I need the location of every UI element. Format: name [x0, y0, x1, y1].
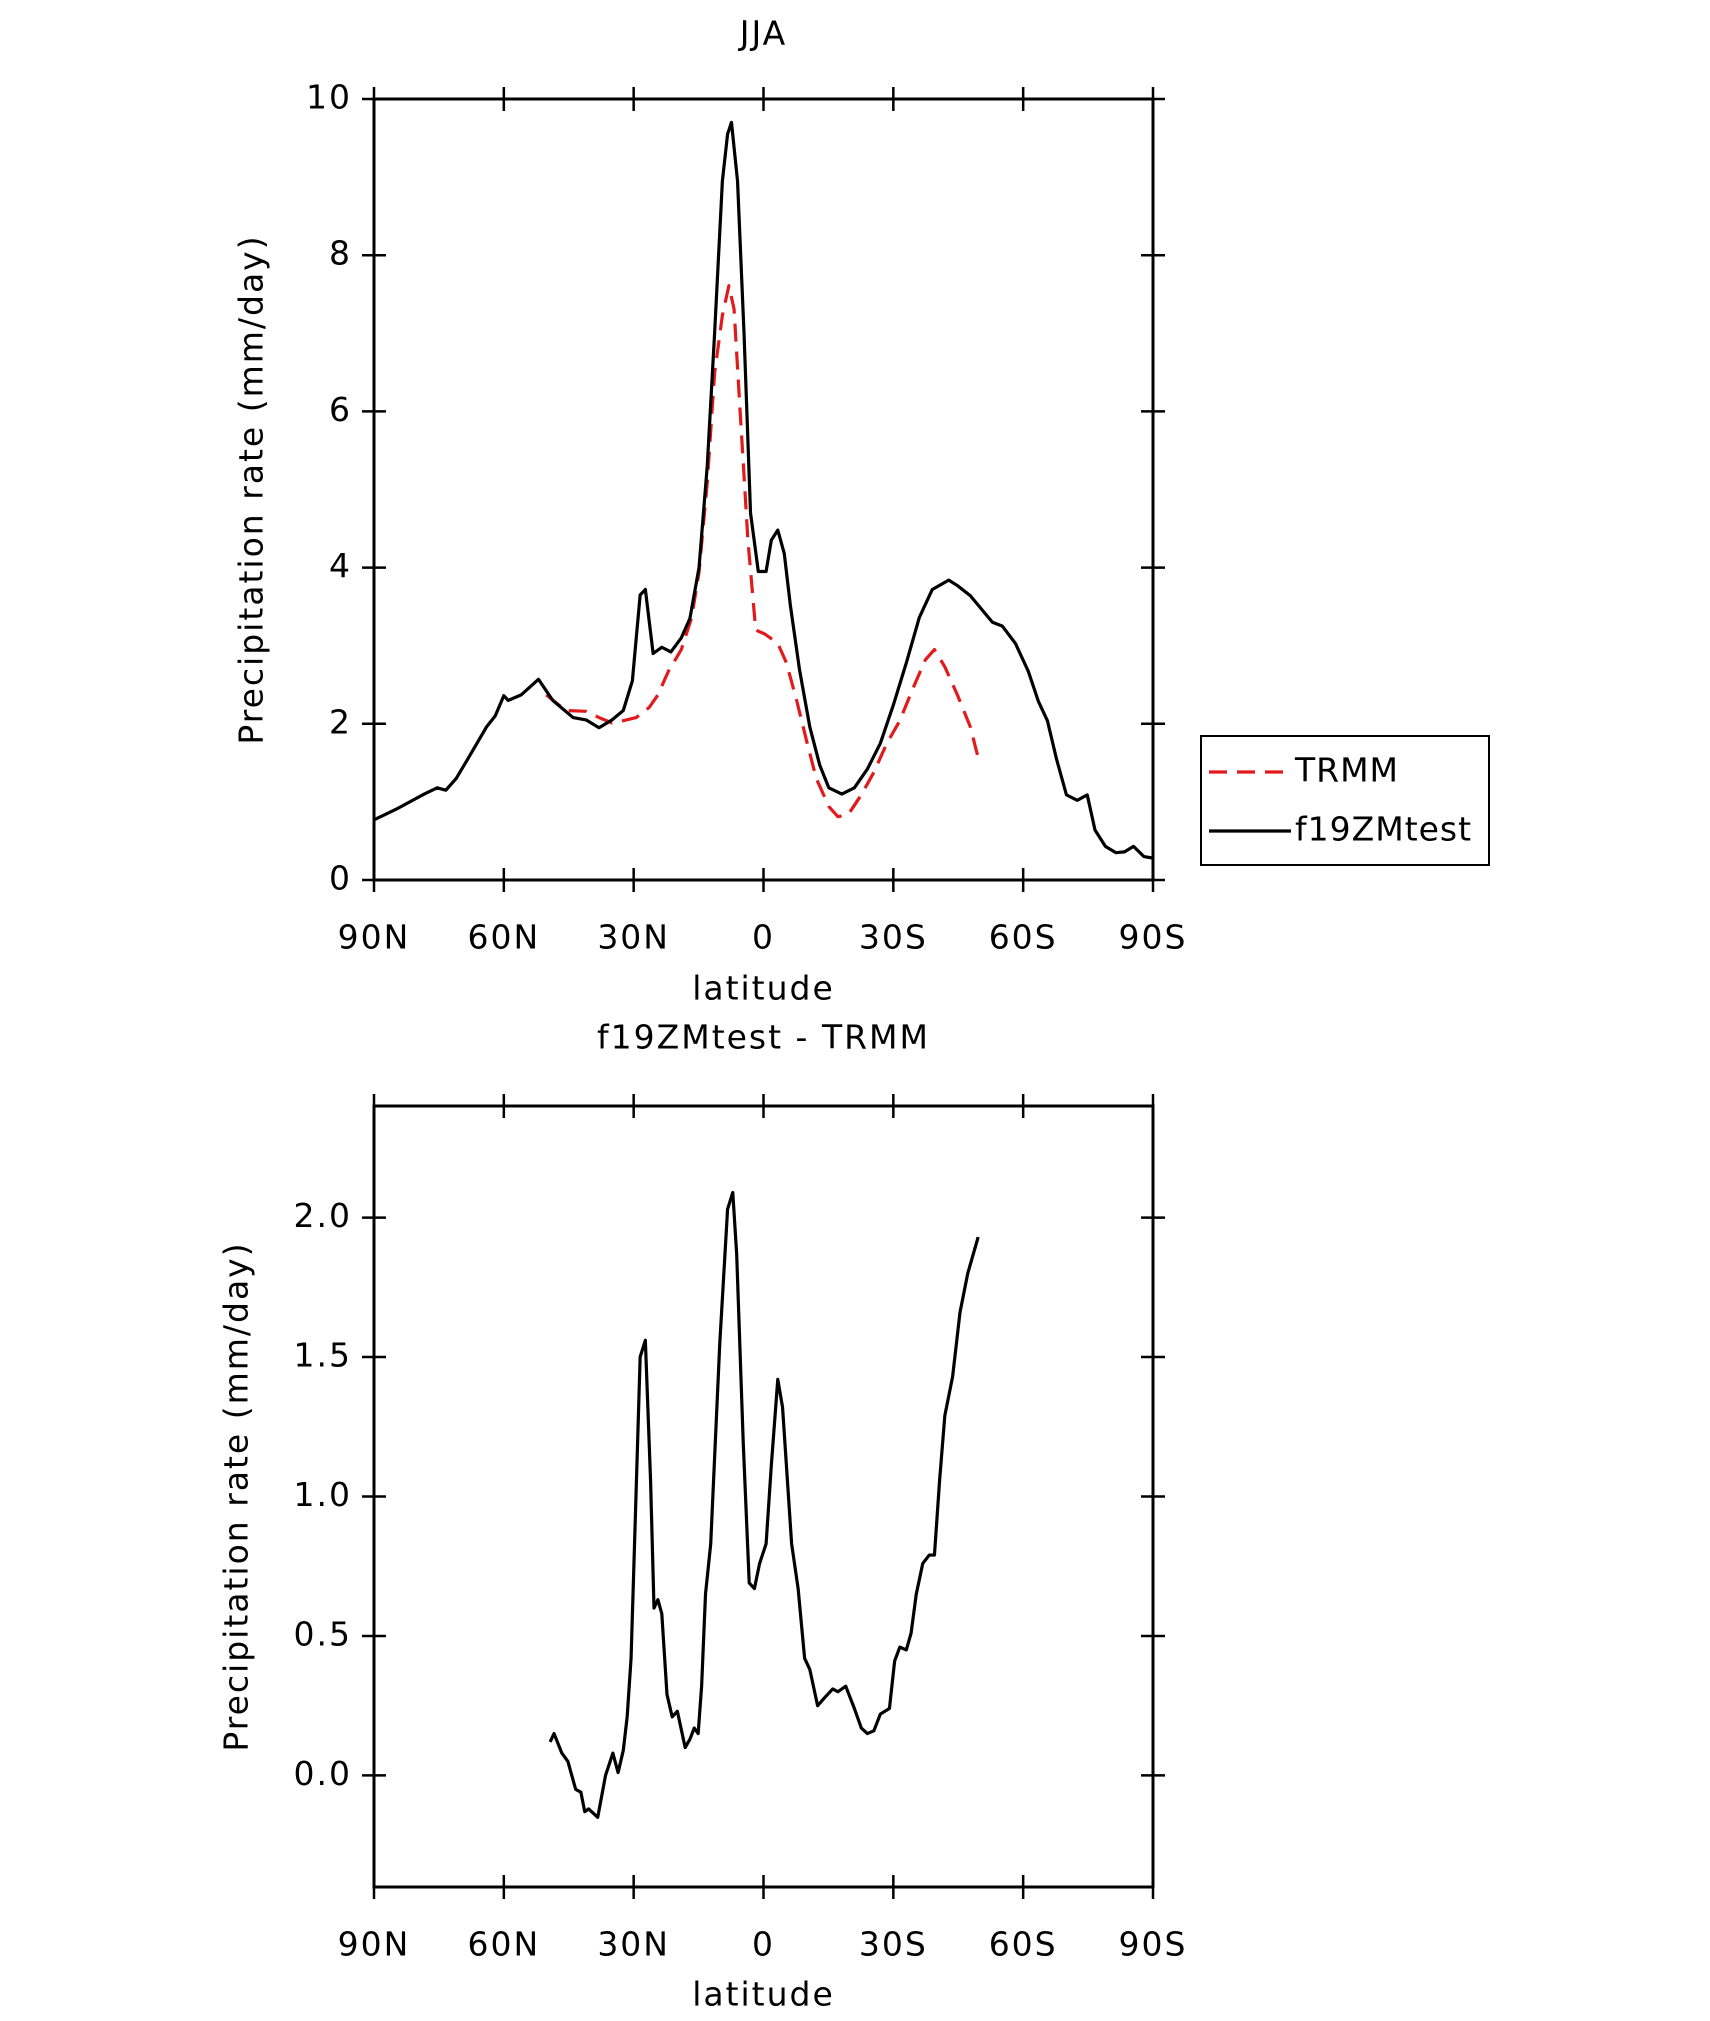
x-axis-label: latitude [692, 969, 835, 1008]
y-tick-label: 8 [329, 234, 352, 273]
x-tick-label: 30S [859, 918, 928, 957]
x-tick-label: 60N [467, 1925, 540, 1964]
y-tick-label: 0.5 [294, 1614, 352, 1653]
y-tick-label: 2 [329, 702, 352, 741]
x-tick-label: 60S [989, 918, 1058, 957]
y-axis-label: Precipitation rate (mm/day) [232, 234, 271, 744]
chart-title: f19ZMtest - TRMM [597, 1018, 930, 1057]
y-tick-label: 0.0 [294, 1754, 352, 1793]
x-tick-label: 30S [859, 1925, 928, 1964]
x-axis-label: latitude [692, 1975, 835, 2014]
y-tick-label: 1.0 [294, 1475, 352, 1514]
y-axis-label: Precipitation rate (mm/day) [217, 1241, 256, 1751]
x-tick-label: 90N [338, 1925, 411, 1964]
chart-title: JJA [738, 14, 787, 53]
data-line [548, 1190, 980, 1819]
data-line [373, 120, 1154, 860]
y-tick-label: 0 [329, 859, 352, 898]
x-tick-label: 90N [338, 918, 411, 957]
x-tick-label: 0 [752, 1925, 775, 1964]
x-tick-label: 30N [597, 918, 670, 957]
legend-box [1200, 735, 1490, 866]
x-tick-label: 90S [1119, 1925, 1188, 1964]
y-tick-label: 6 [329, 390, 352, 429]
y-tick-label: 1.5 [294, 1336, 352, 1375]
y-tick-label: 10 [306, 78, 352, 117]
y-tick-label: 2.0 [294, 1196, 352, 1235]
plot-frame [372, 97, 1155, 882]
legend-label: TRMM [1294, 751, 1399, 790]
x-tick-label: 0 [752, 918, 775, 957]
legend-label: f19ZMtest [1295, 810, 1472, 849]
plot-frame [372, 1104, 1155, 1889]
x-tick-label: 30N [597, 1925, 670, 1964]
x-tick-label: 90S [1119, 918, 1188, 957]
data-line [545, 284, 982, 819]
x-tick-label: 60N [467, 918, 540, 957]
y-tick-label: 4 [329, 546, 352, 585]
x-tick-label: 60S [989, 1925, 1058, 1964]
